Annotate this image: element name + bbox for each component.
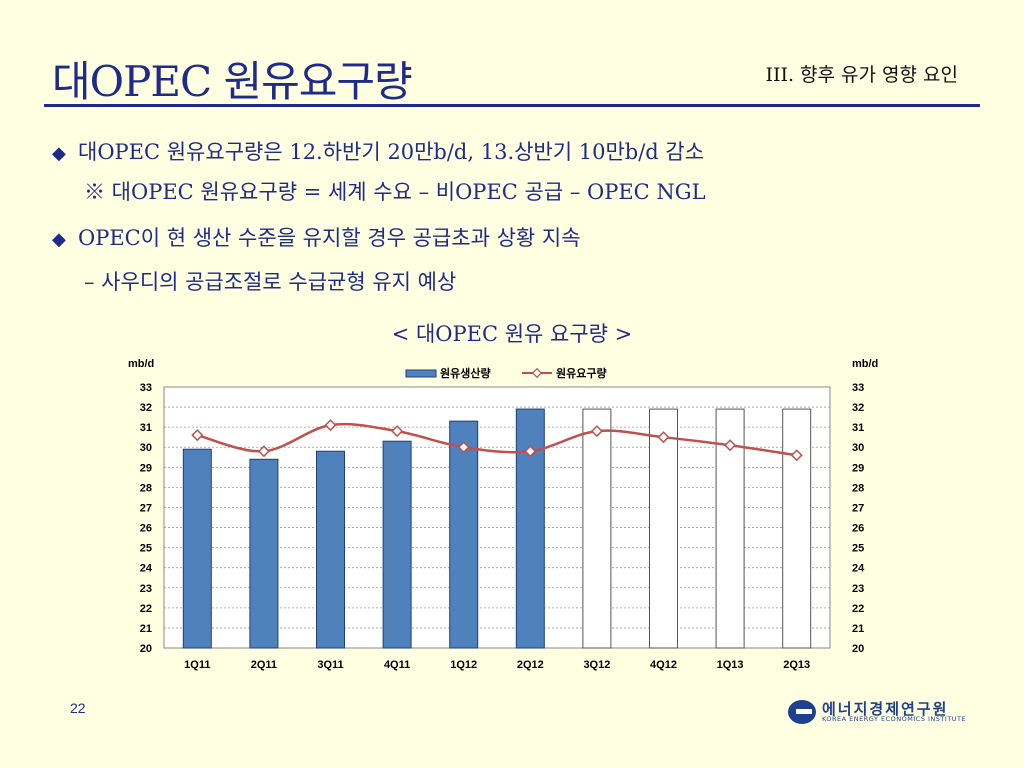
y-tick-label-left: 22 bbox=[140, 603, 152, 615]
demand-line bbox=[196, 422, 797, 457]
bullet-text-4: – 사우디의 공급조절로 수급균형 유지 예상 bbox=[84, 270, 457, 294]
y-tick-label-right: 27 bbox=[852, 502, 864, 514]
legend-label-demand: 원유요구량 bbox=[556, 366, 607, 380]
x-tick-label: 1Q13 bbox=[717, 659, 744, 671]
x-tick-label: 3Q11 bbox=[317, 659, 343, 671]
section-label: III. 향후 유가 영향 요인 bbox=[765, 64, 958, 86]
y-tick-label-right: 33 bbox=[852, 382, 864, 394]
y-tick-label-left: 30 bbox=[140, 442, 152, 454]
bar-1Q11 bbox=[182, 448, 212, 649]
y-tick-label-right: 24 bbox=[852, 563, 865, 575]
y-tick-label-left: 21 bbox=[140, 623, 152, 635]
x-tick-label: 4Q12 bbox=[650, 659, 677, 671]
y-tick-label-left: 31 bbox=[140, 422, 152, 434]
bullet-text-3: OPEC이 현 생산 수준을 유지할 경우 공급초과 상황 지속 bbox=[78, 226, 581, 250]
x-tick-label: 2Q11 bbox=[251, 659, 277, 671]
y-tick-label-right: 32 bbox=[852, 402, 864, 414]
y-tick-label-right: 25 bbox=[852, 543, 864, 555]
y-tick-label-left: 33 bbox=[140, 382, 152, 394]
y-axis-label-left: mb/d bbox=[128, 358, 154, 370]
bullet-note-line: ※ 대OPEC 원유요구량 = 세계 수요 – 비OPEC 공급 – OPEC … bbox=[84, 176, 706, 206]
bar-4Q11 bbox=[382, 440, 412, 649]
x-tick-label: 2Q12 bbox=[517, 659, 544, 671]
y-tick-label-right: 28 bbox=[852, 482, 864, 494]
logo-english-text: KOREA ENERGY ECONOMICS INSTITUTE bbox=[822, 715, 967, 723]
demand-point-2Q12 bbox=[524, 445, 537, 458]
title-underline bbox=[44, 104, 980, 107]
kei-logo-icon bbox=[788, 700, 816, 724]
bullet-line-1: ◆ 대OPEC 원유요구량은 12.하반기 20만b/d, 13.상반기 10만b… bbox=[52, 136, 704, 166]
bar-1Q12 bbox=[449, 420, 479, 649]
kei-logo: 에너지경제연구원 KOREA ENERGY ECONOMICS INSTITUT… bbox=[788, 700, 978, 724]
y-tick-label-right: 22 bbox=[852, 603, 864, 615]
slide-title: 대OPEC 원유요구량 bbox=[52, 57, 413, 106]
demand-point-3Q11 bbox=[324, 419, 337, 432]
y-tick-label-left: 26 bbox=[140, 523, 152, 535]
y-tick-label-left: 25 bbox=[140, 543, 152, 555]
y-tick-label-left: 32 bbox=[140, 402, 152, 414]
y-tick-label-right: 29 bbox=[852, 462, 864, 474]
y-tick-label-right: 23 bbox=[852, 583, 864, 595]
diamond-bullet-icon: ◆ bbox=[52, 229, 66, 250]
bullet-text-1: 대OPEC 원유요구량은 12.하반기 20만b/d, 13.상반기 10만b/… bbox=[78, 140, 705, 164]
bar-2Q11 bbox=[249, 458, 279, 649]
y-axis-label-right: mb/d bbox=[852, 358, 878, 370]
x-tick-label: 4Q11 bbox=[384, 659, 410, 671]
y-tick-label-left: 20 bbox=[140, 643, 152, 655]
legend-label-production: 원유생산량 bbox=[440, 366, 491, 380]
y-tick-label-right: 26 bbox=[852, 523, 864, 535]
legend-line-marker bbox=[531, 367, 543, 379]
y-tick-label-left: 24 bbox=[140, 563, 153, 575]
bar-3Q12 bbox=[582, 408, 612, 649]
x-tick-label: 1Q12 bbox=[450, 659, 477, 671]
demand-point-1Q12 bbox=[457, 441, 470, 454]
demand-point-1Q13 bbox=[724, 439, 737, 452]
bar-4Q12 bbox=[649, 408, 678, 649]
x-tick-label: 2Q13 bbox=[783, 659, 810, 671]
y-tick-label-right: 30 bbox=[852, 442, 864, 454]
bullet-sub-line: – 사우디의 공급조절로 수급균형 유지 예상 bbox=[84, 266, 456, 296]
logo-korean-text: 에너지경제연구원 bbox=[822, 700, 949, 718]
y-tick-label-left: 28 bbox=[140, 482, 152, 494]
demand-point-3Q12 bbox=[590, 425, 603, 438]
y-tick-label-right: 21 bbox=[852, 623, 864, 635]
bar-3Q11 bbox=[316, 450, 345, 649]
page-number: 22 bbox=[70, 700, 86, 716]
y-tick-label-right: 31 bbox=[852, 422, 864, 434]
bar-2Q12 bbox=[515, 408, 545, 649]
y-tick-label-left: 27 bbox=[140, 502, 152, 514]
bar-2Q13 bbox=[782, 408, 812, 649]
bullet-text-2: ※ 대OPEC 원유요구량 = 세계 수요 – 비OPEC 공급 – OPEC … bbox=[84, 180, 706, 204]
y-tick-label-left: 29 bbox=[140, 462, 152, 474]
legend-bar-swatch bbox=[405, 369, 437, 378]
chart-caption: < 대OPEC 원유 요구량 > bbox=[391, 322, 633, 346]
bullet-line-2: ◆ OPEC이 현 생산 수준을 유지할 경우 공급초과 상황 지속 bbox=[52, 222, 581, 252]
diamond-bullet-icon: ◆ bbox=[52, 143, 66, 164]
x-tick-label: 3Q12 bbox=[583, 659, 610, 671]
demand-point-4Q12 bbox=[657, 431, 670, 444]
demand-point-4Q11 bbox=[391, 425, 404, 438]
demand-point-2Q13 bbox=[790, 449, 803, 462]
demand-point-1Q11 bbox=[191, 429, 204, 442]
y-tick-label-left: 23 bbox=[140, 583, 152, 595]
demand-point-2Q11 bbox=[257, 445, 270, 458]
y-tick-label-right: 20 bbox=[852, 643, 864, 655]
x-tick-label: 1Q11 bbox=[184, 659, 210, 671]
